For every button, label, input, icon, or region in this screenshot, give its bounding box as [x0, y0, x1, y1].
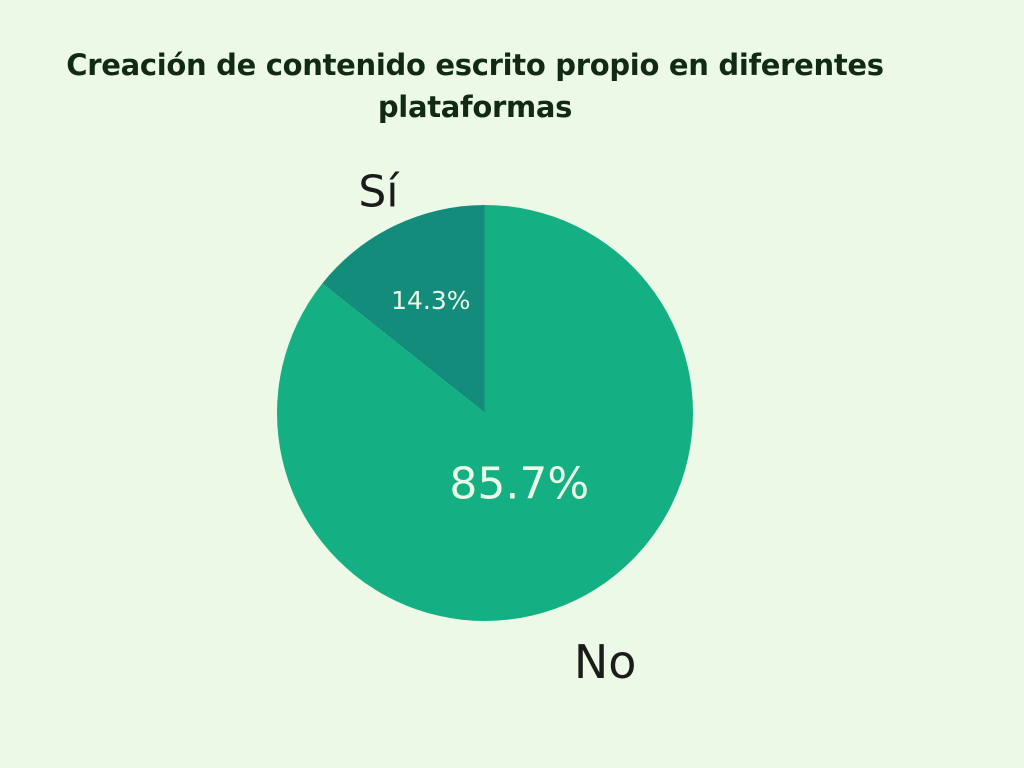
- slice-category-label: No: [574, 635, 637, 689]
- slice-category-label: Sí: [358, 166, 400, 217]
- chart-title: Creación de contenido escrito propio en …: [66, 48, 884, 124]
- slice-percent-label: 14.3%: [391, 286, 470, 315]
- slice-percent-label: 85.7%: [449, 459, 589, 510]
- pie-slice-si: [322, 205, 485, 413]
